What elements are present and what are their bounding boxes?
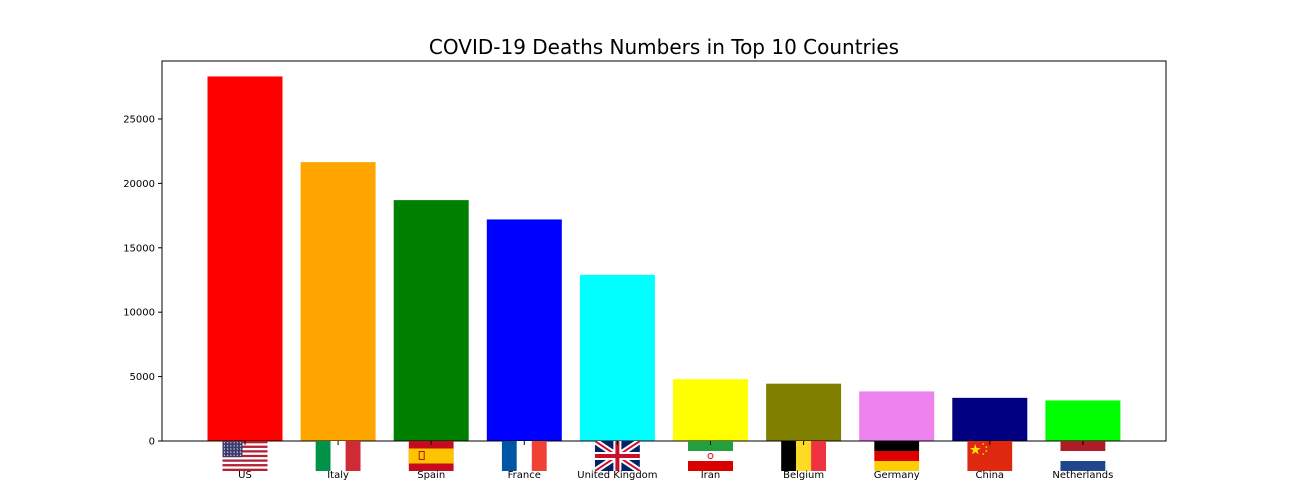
bar-iran <box>673 379 748 441</box>
flag-us-icon <box>222 441 268 471</box>
plot-area-frame <box>161 60 1167 442</box>
x-tick-label: United Kingdom <box>577 470 657 481</box>
x-tick-label: Spain <box>417 470 445 481</box>
bar-china <box>952 397 1028 441</box>
flag-iran-icon <box>688 441 733 471</box>
x-tick-label: Italy <box>327 470 349 481</box>
bar-united-kingdom <box>579 274 655 441</box>
bar-netherlands <box>1045 400 1121 441</box>
y-axis: 0 5000 10000 15000 20000 25000 <box>123 114 162 448</box>
y-tick-label: 10000 <box>123 308 155 319</box>
x-tick-label: Netherlands <box>1052 470 1113 481</box>
flag-netherlands-icon <box>1060 441 1106 471</box>
x-tick-label: Germany <box>874 470 920 481</box>
bar-france <box>486 219 562 441</box>
flag-china-icon <box>967 441 1013 471</box>
bar-spain <box>393 200 469 441</box>
bar-italy <box>300 162 376 441</box>
bar-us <box>207 76 283 441</box>
y-tick-label: 5000 <box>130 372 155 383</box>
flag-france-icon <box>501 441 547 471</box>
chart-title: COVID-19 Deaths Numbers in Top 10 Countr… <box>429 35 899 59</box>
flag-germany-icon <box>874 441 920 471</box>
y-tick-label: 25000 <box>123 114 155 125</box>
x-tick-label: France <box>508 470 541 481</box>
flag-belgium-icon <box>781 441 827 471</box>
bars-layer <box>207 76 1121 441</box>
x-tick-label: Belgium <box>783 470 824 481</box>
x-axis: US Italy Spain France United Kingdom Iran Belg… <box>222 441 1113 481</box>
x-tick-label: China <box>976 470 1005 481</box>
y-tick-label: 20000 <box>123 179 155 190</box>
y-tick-label: 0 <box>149 437 155 448</box>
x-tick-label: US <box>238 470 252 481</box>
flag-spain-icon <box>408 441 454 471</box>
y-tick-label: 15000 <box>123 243 155 254</box>
flag-italy-icon <box>315 441 361 471</box>
bar-belgium <box>766 383 842 441</box>
bar-germany <box>859 391 935 441</box>
flag-united-kingdom-icon <box>594 441 640 471</box>
x-tick-label: Iran <box>701 470 721 481</box>
